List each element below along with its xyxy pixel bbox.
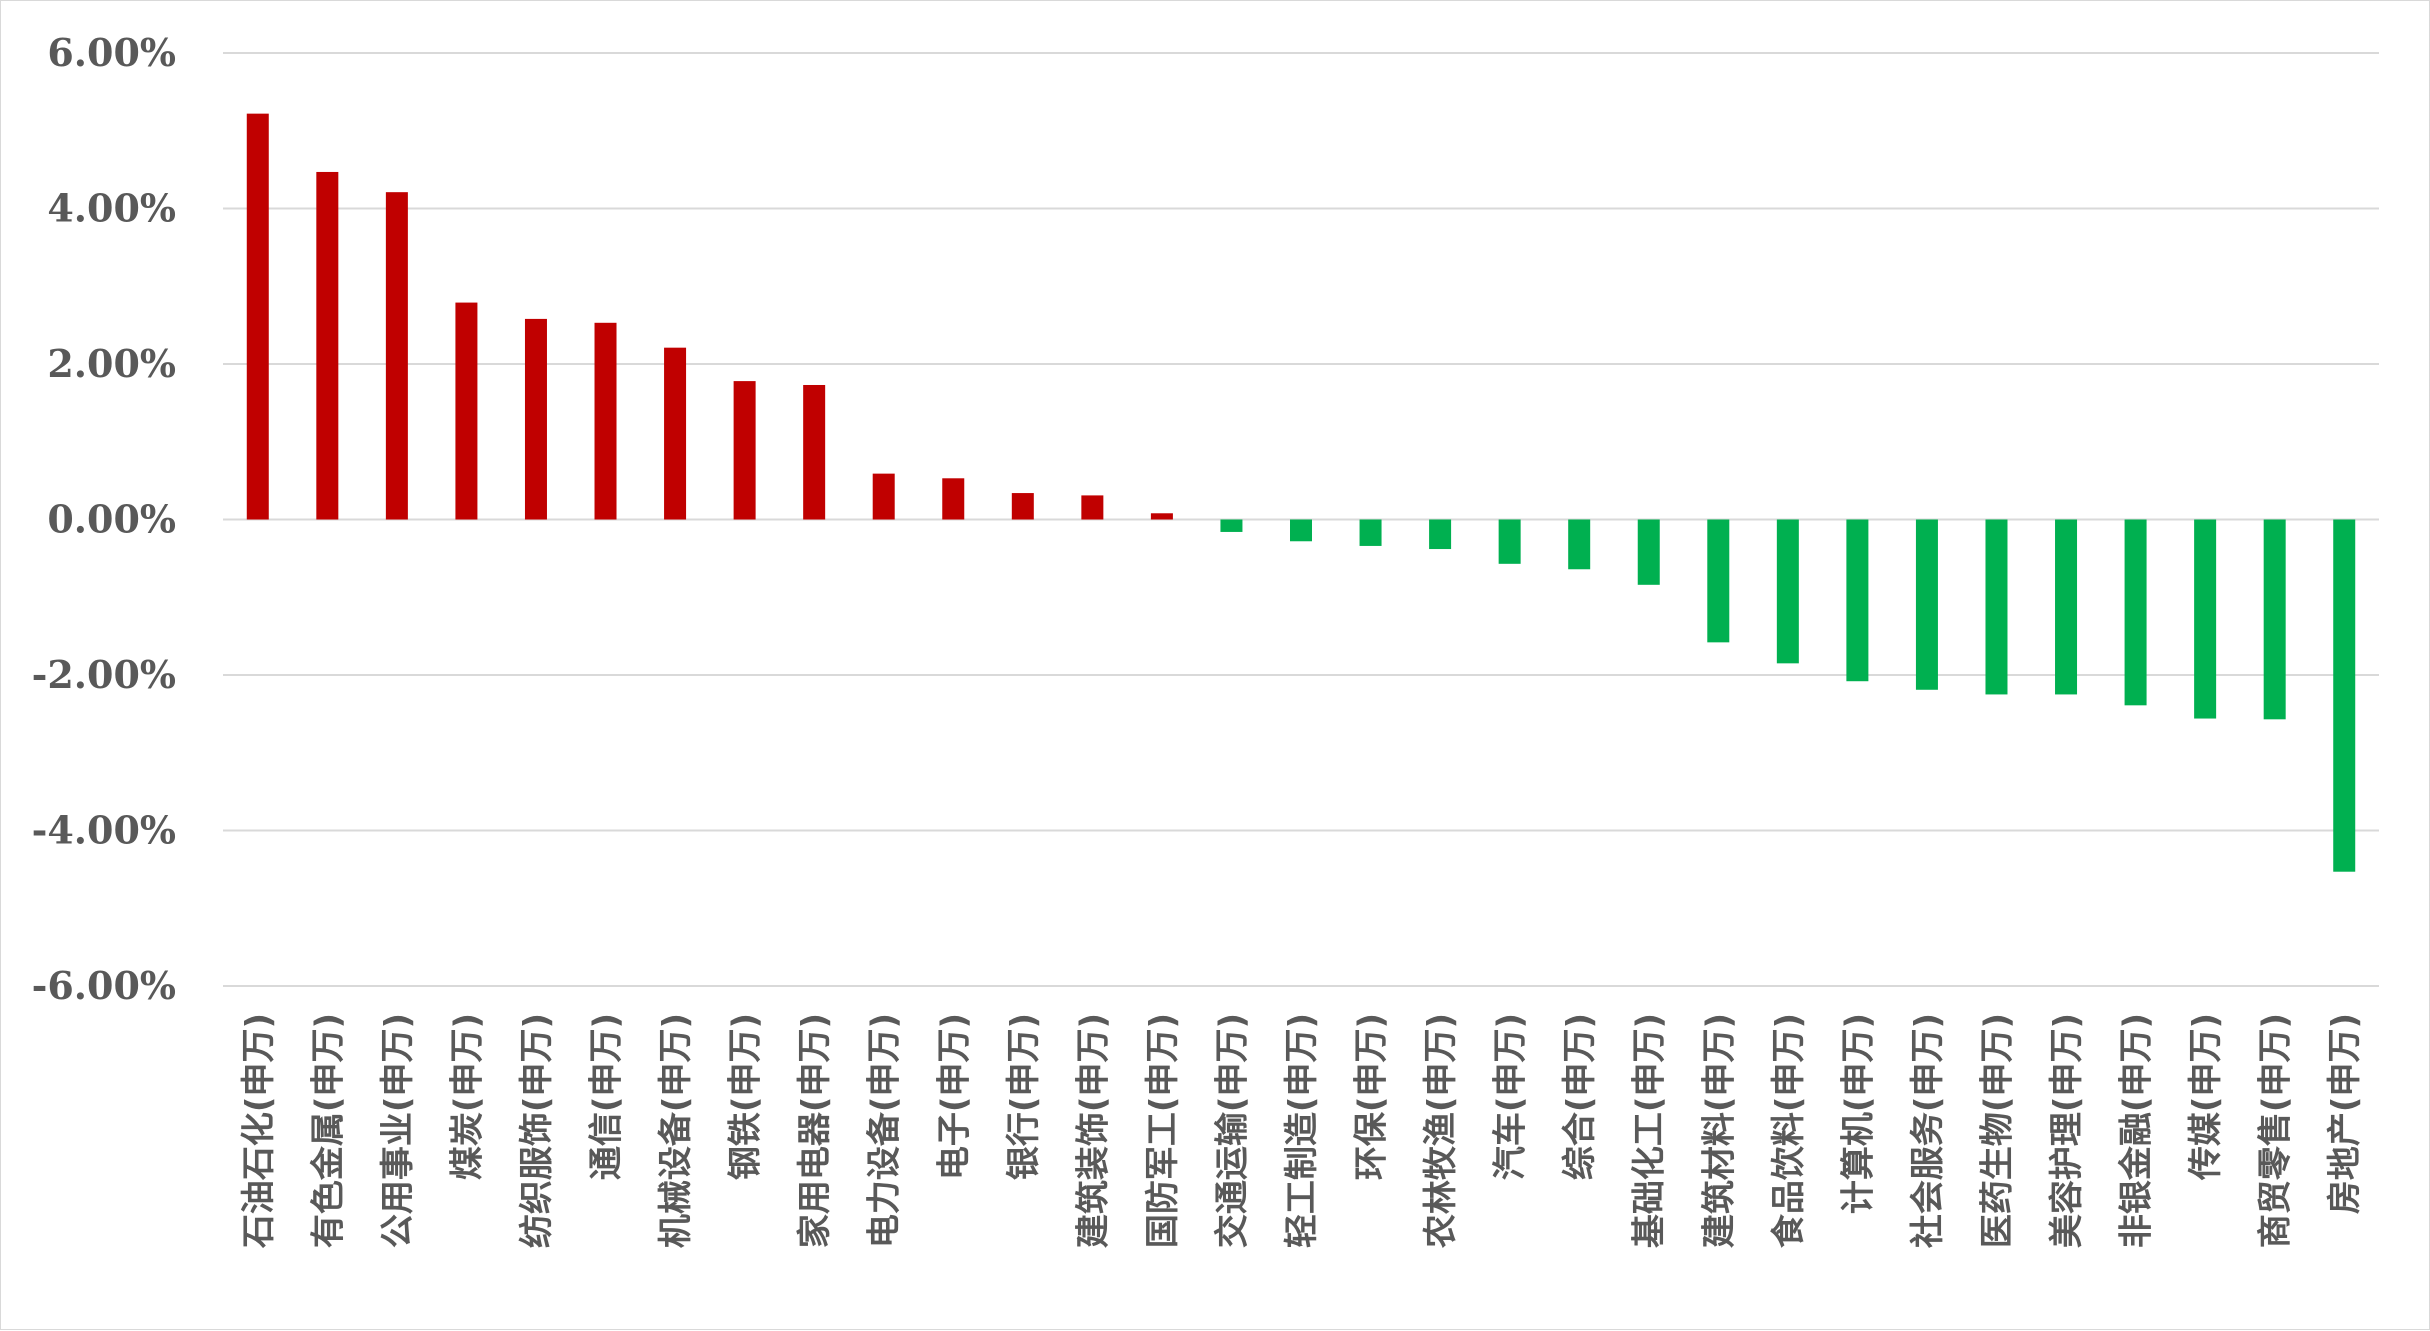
x-category-label: 建筑材料(申万) bbox=[1699, 1013, 1739, 1248]
bar bbox=[872, 473, 895, 520]
bar bbox=[1568, 519, 1591, 570]
x-category-label: 房地产(申万) bbox=[2325, 1013, 2365, 1214]
x-category-label: 纺织服饰(申万) bbox=[517, 1013, 557, 1248]
bar bbox=[1429, 519, 1452, 550]
bar bbox=[524, 318, 547, 520]
x-category-label: 公用事业(申万) bbox=[378, 1013, 418, 1248]
bar bbox=[2194, 519, 2217, 719]
x-category-label: 医药生物(申万) bbox=[1977, 1013, 2017, 1248]
y-tick-label: 2.00% bbox=[47, 341, 176, 386]
y-tick-label: -2.00% bbox=[32, 652, 176, 697]
bar bbox=[594, 322, 617, 520]
x-category-label: 农林牧渔(申万) bbox=[1421, 1013, 1461, 1248]
x-category-label: 社会服务(申万) bbox=[1908, 1013, 1948, 1248]
y-tick-label: 6.00% bbox=[47, 30, 176, 75]
y-axis-tick-labels: 6.00% 4.00% 2.00% 0.00% -2.00% -4.00% -6.00% bbox=[32, 30, 176, 1008]
x-category-label: 机械设备(申万) bbox=[656, 1013, 696, 1248]
y-tick-label: 0.00% bbox=[47, 497, 176, 542]
bar bbox=[1359, 519, 1382, 546]
y-tick-label: -6.00% bbox=[32, 963, 176, 1008]
x-category-label: 美容护理(申万) bbox=[2047, 1013, 2087, 1248]
x-category-label: 电力设备(申万) bbox=[865, 1013, 905, 1248]
bar bbox=[1498, 519, 1521, 564]
x-category-label: 石油石化(申万) bbox=[239, 1013, 279, 1249]
bar bbox=[246, 113, 269, 520]
bar bbox=[1985, 519, 2008, 695]
x-category-label: 环保(申万) bbox=[1352, 1013, 1392, 1180]
x-category-label: 计算机(申万) bbox=[1838, 1013, 1878, 1214]
y-tick-label: -4.00% bbox=[32, 808, 176, 853]
bar bbox=[1081, 495, 1104, 520]
bar bbox=[1915, 519, 1938, 690]
bar bbox=[2263, 519, 2286, 720]
bar bbox=[664, 347, 687, 520]
bar bbox=[942, 478, 965, 520]
bar bbox=[2333, 519, 2356, 872]
bar bbox=[316, 171, 339, 520]
bar bbox=[803, 384, 826, 520]
x-category-label: 传媒(申万) bbox=[2186, 1013, 2226, 1181]
y-tick-label: 4.00% bbox=[47, 186, 176, 231]
x-category-label: 国防军工(申万) bbox=[1143, 1013, 1183, 1248]
bar bbox=[1776, 519, 1799, 664]
x-category-label: 食品饮料(申万) bbox=[1769, 1013, 1809, 1248]
bar bbox=[1290, 519, 1312, 542]
x-category-label: 建筑装饰(申万) bbox=[1073, 1013, 1113, 1248]
x-category-label: 综合(申万) bbox=[1560, 1013, 1600, 1180]
x-category-label: 银行(申万) bbox=[1004, 1013, 1044, 1180]
grid-layer bbox=[223, 52, 2379, 987]
x-category-label: 基础化工(申万) bbox=[1630, 1013, 1670, 1248]
bar bbox=[1846, 519, 1869, 682]
bar bbox=[2055, 519, 2078, 695]
bar bbox=[385, 192, 408, 520]
bar bbox=[1220, 519, 1243, 532]
x-category-label: 非银金融(申万) bbox=[2117, 1013, 2157, 1248]
x-category-label: 家用电器(申万) bbox=[795, 1013, 835, 1248]
x-category-label: 汽车(申万) bbox=[1491, 1013, 1531, 1180]
x-category-label: 通信(申万) bbox=[587, 1013, 627, 1180]
x-category-label: 煤炭(申万) bbox=[447, 1013, 487, 1180]
x-category-label: 轻工制造(申万) bbox=[1282, 1013, 1322, 1248]
bars bbox=[246, 113, 2356, 872]
x-axis-category-labels: 石油石化(申万) 有色金属(申万) 公用事业(申万) 煤炭(申万) 纺织服饰(申万) 通信… bbox=[239, 1013, 2365, 1249]
x-category-label: 钢铁(申万) bbox=[726, 1013, 766, 1180]
x-category-label: 电子(申万) bbox=[934, 1013, 974, 1180]
bar bbox=[733, 381, 756, 520]
bar bbox=[1707, 519, 1730, 643]
bar bbox=[1150, 513, 1173, 520]
bar bbox=[455, 302, 478, 520]
bar bbox=[1637, 519, 1660, 585]
bar bbox=[2124, 519, 2147, 706]
x-category-label: 商贸零售(申万) bbox=[2256, 1013, 2296, 1248]
bar bbox=[1011, 493, 1034, 520]
x-category-label: 有色金属(申万) bbox=[308, 1013, 348, 1248]
x-category-label: 交通运输(申万) bbox=[1212, 1013, 1252, 1248]
